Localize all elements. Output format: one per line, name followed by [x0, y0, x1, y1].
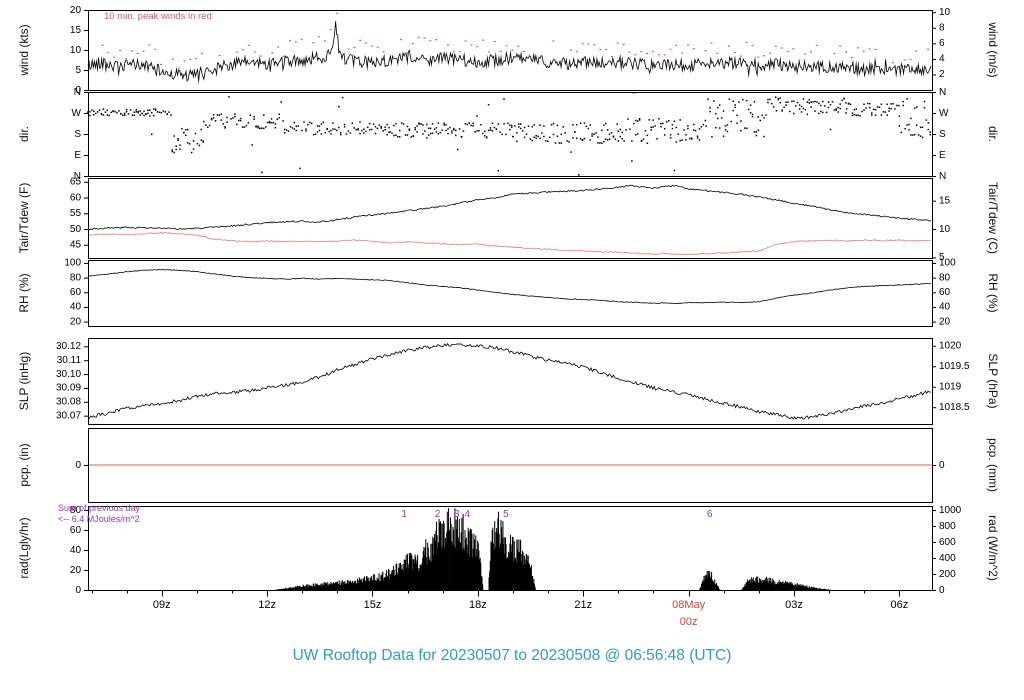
radiation-sum-note-line2: <-- 6.4 MJoules/m^2	[58, 514, 140, 524]
axis-title-right-temperature: Tair/Tdew (C)	[986, 181, 1000, 255]
radiation-sum-note-line1: Sum of previous day	[58, 503, 141, 513]
axis-title-left-precip: pcp. (in)	[17, 443, 31, 487]
axis-title-left-rh: RH (%)	[17, 273, 31, 313]
axis-title-left-direction: dir.	[17, 125, 31, 143]
peak-winds-note: 10 min. peak winds in red	[104, 11, 212, 22]
axis-title-right-wind: wind (m/s)	[986, 22, 1000, 78]
axis-title-left-wind: wind (kts)	[17, 24, 31, 76]
axis-title-left-slp: SLP (inHg)	[17, 351, 31, 411]
figure-title: UW Rooftop Data for 20230507 to 20230508…	[292, 647, 732, 664]
axis-title-left-temperature: Tair/Tdew (F)	[17, 182, 31, 254]
axis-title-right-radiation: rad (W/m^2)	[986, 515, 1000, 581]
axis-title-right-direction: dir.	[986, 125, 1000, 143]
axis-title-right-slp: SLP (hPa)	[986, 353, 1000, 409]
axis-title-right-precip: pcp. (mm)	[986, 438, 1000, 492]
axis-title-left-radiation: rad(Lgly/hr)	[17, 517, 31, 579]
axis-title-right-rh: RH (%)	[986, 273, 1000, 313]
